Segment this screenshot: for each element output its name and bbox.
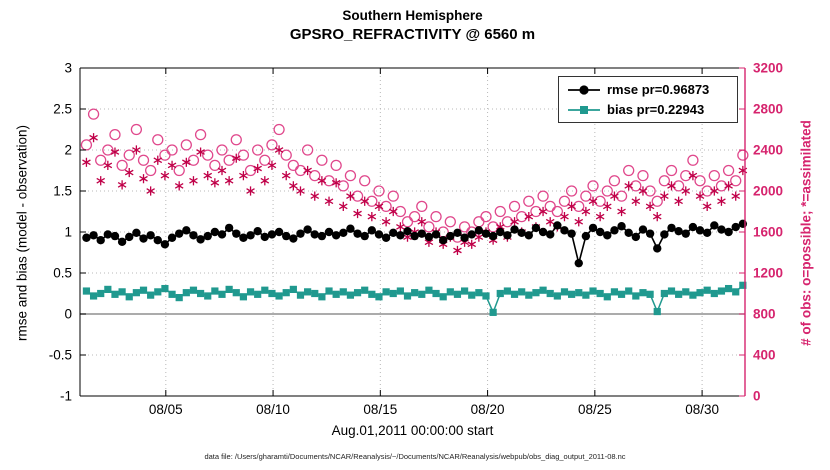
bias-series [82, 281, 747, 316]
legend-entry-rmse: rmse pr=0.96873 [567, 82, 729, 97]
svg-text:1: 1 [64, 225, 72, 240]
svg-text:400: 400 [753, 348, 776, 363]
svg-text:08/05: 08/05 [149, 402, 183, 417]
svg-text:1200: 1200 [753, 266, 783, 281]
chart-title-line2: GPSRO_REFRACTIVITY @ 6560 m [289, 26, 536, 43]
svg-text:1.5: 1.5 [53, 184, 72, 199]
svg-text:0.5: 0.5 [53, 266, 72, 281]
obs-possible-series [80, 108, 749, 243]
data-file-caption: data file: /Users/gharamti/Documents/NCA… [204, 452, 626, 461]
svg-text:-0.5: -0.5 [49, 348, 72, 363]
svg-text:2800: 2800 [753, 102, 783, 117]
svg-text:1600: 1600 [753, 225, 783, 240]
svg-text:2.5: 2.5 [53, 102, 72, 117]
svg-text:3: 3 [64, 61, 72, 76]
x-axis-label: Aug.01,2011 00:00:00 start [331, 423, 494, 438]
rmse-line-marker-icon [568, 84, 600, 95]
legend-entry-bias: bias pr=0.22943 [567, 102, 729, 117]
svg-text:800: 800 [753, 307, 776, 322]
svg-text:0: 0 [753, 389, 761, 404]
chart-title-line1: Southern Hemisphere [342, 8, 483, 23]
axes: -1 -0.5 0 0.5 1 1.5 2 2.5 3 0 400 800 1200 1600 2000 24… [49, 61, 783, 418]
legend-label-bias: bias pr=0.22943 [607, 102, 705, 117]
svg-text:08/30: 08/30 [685, 402, 719, 417]
y-axis-label-right: # of obs: o=possible; *=assimilated [798, 120, 814, 346]
rmse-series [82, 219, 748, 268]
svg-text:08/20: 08/20 [471, 402, 505, 417]
y-axis-label-left: rmse and bias (model - observation) [14, 124, 30, 342]
legend: rmse pr=0.96873 bias pr=0.22943 [558, 76, 738, 123]
svg-text:-1: -1 [60, 389, 72, 404]
grid-lines [80, 67, 745, 397]
svg-text:08/15: 08/15 [363, 402, 397, 417]
bias-line-marker-icon [568, 105, 600, 114]
svg-text:2400: 2400 [753, 143, 783, 158]
svg-text:08/10: 08/10 [256, 402, 290, 417]
svg-text:3200: 3200 [753, 61, 783, 76]
legend-label-rmse: rmse pr=0.96873 [607, 82, 710, 97]
svg-text:2000: 2000 [753, 184, 783, 199]
svg-text:0: 0 [64, 307, 72, 322]
svg-text:2: 2 [64, 143, 72, 158]
svg-text:08/25: 08/25 [578, 402, 612, 417]
